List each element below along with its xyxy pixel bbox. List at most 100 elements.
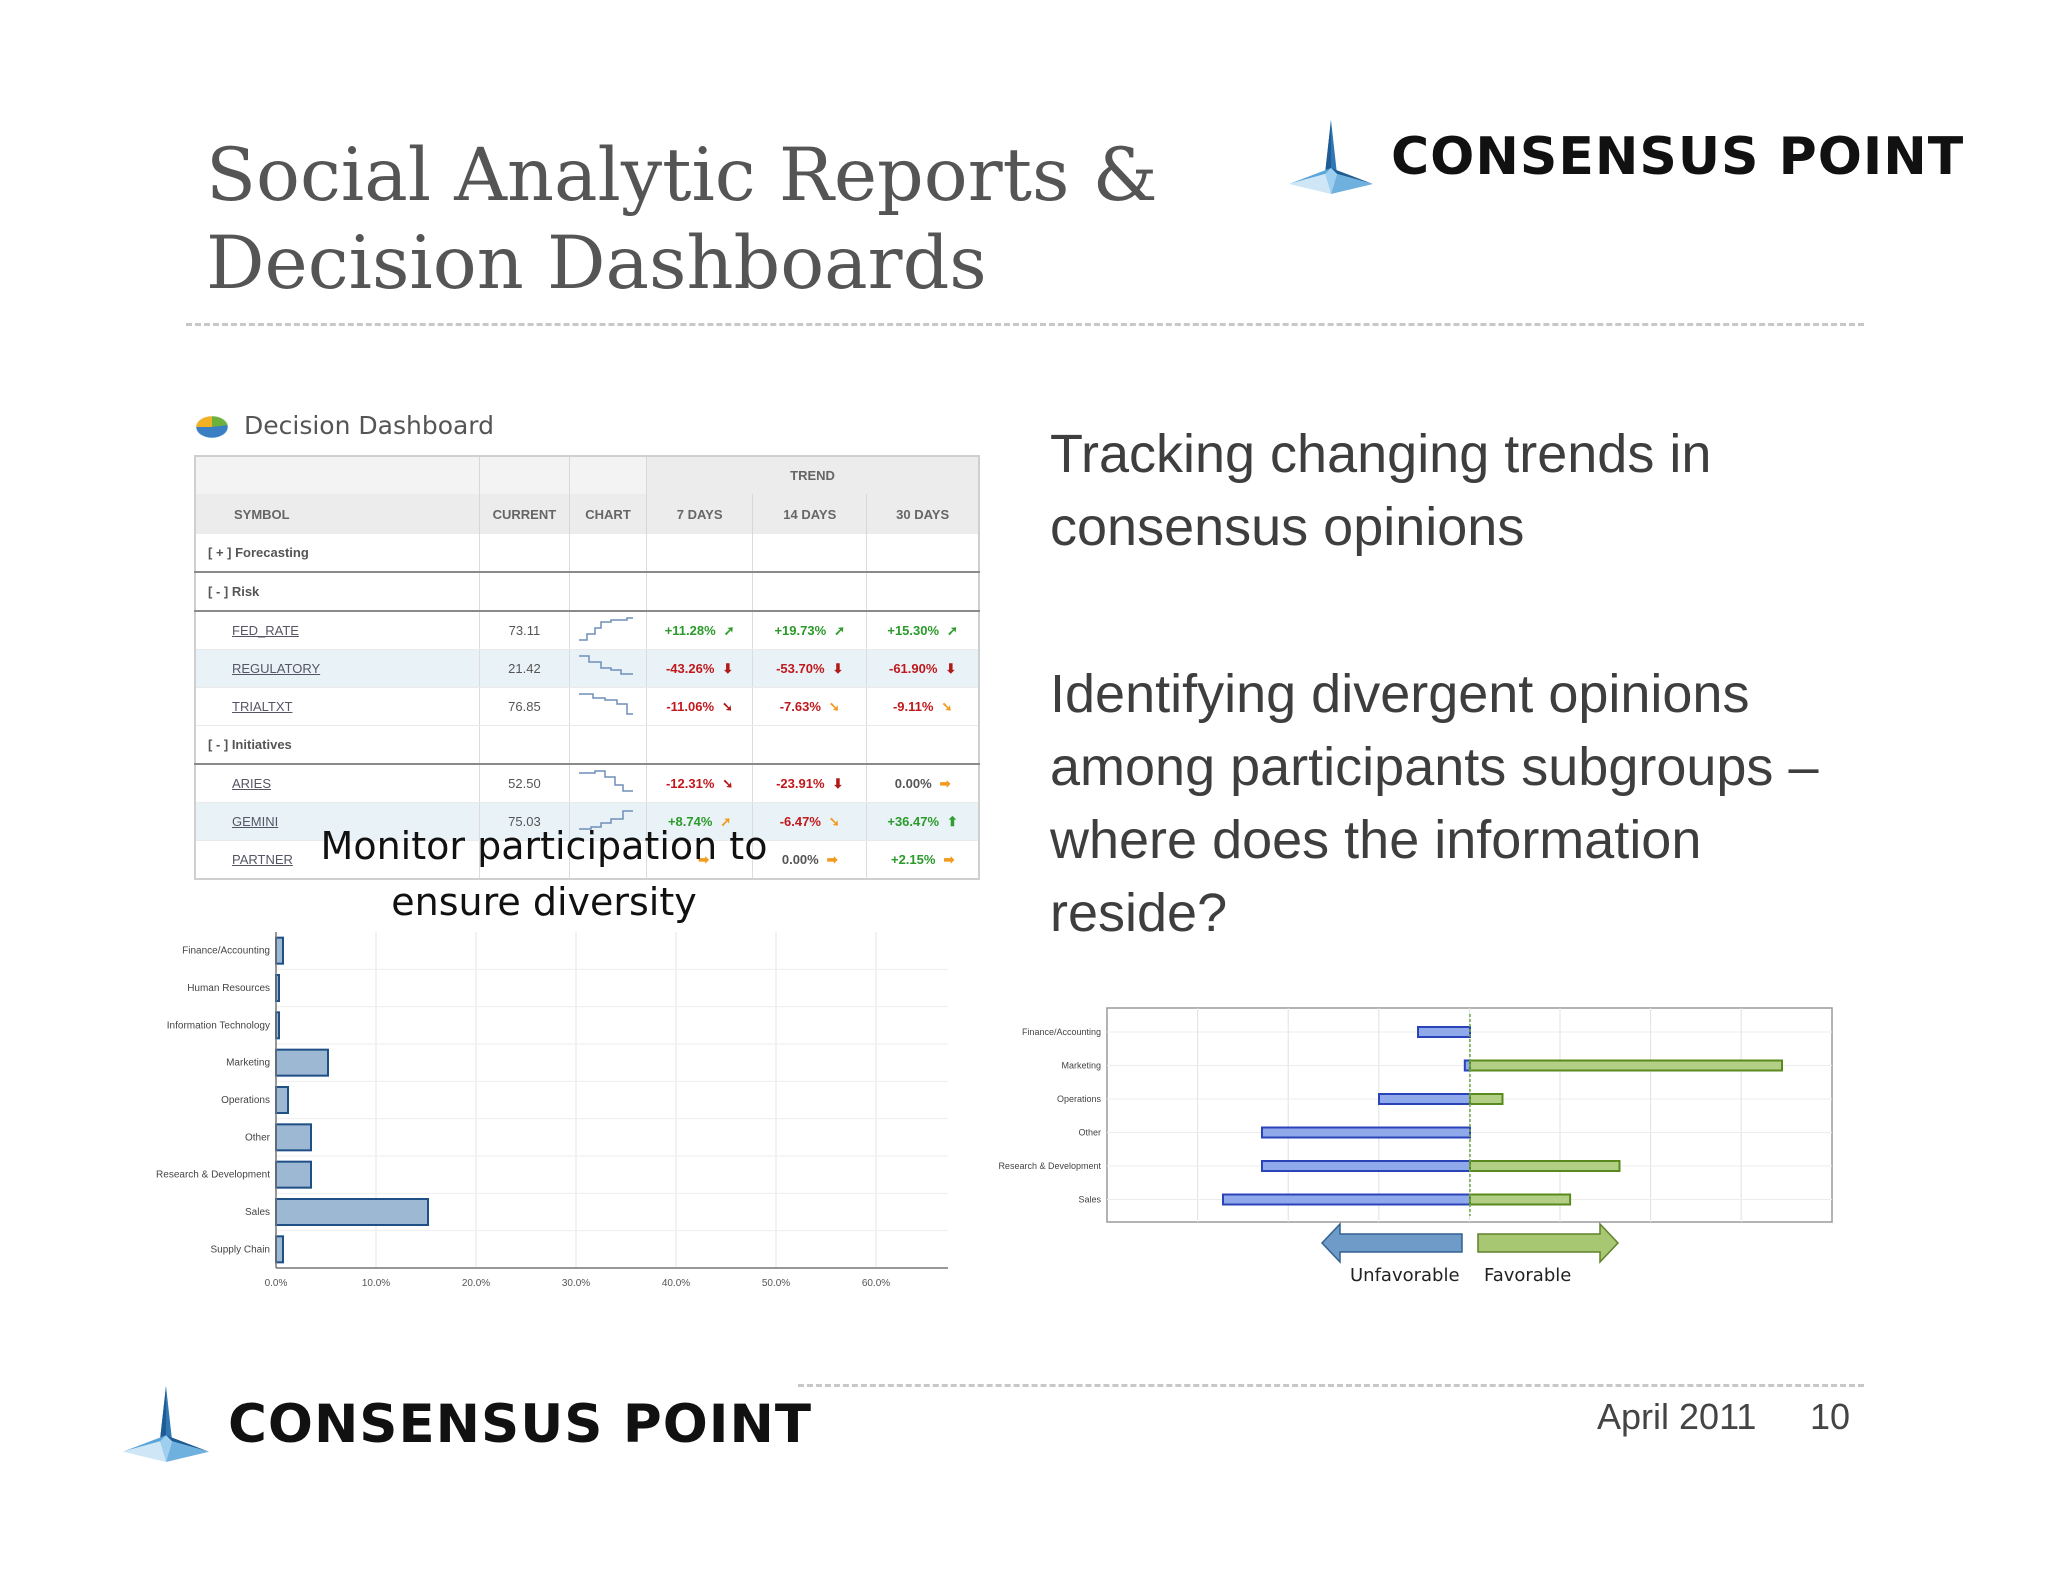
- unfavorable-bar: [1261, 1126, 1471, 1139]
- sparkline-chart: [569, 802, 648, 841]
- category-label: Human Resources: [187, 983, 270, 994]
- arrow-up-icon: ➚: [834, 622, 846, 638]
- column-header-14days[interactable]: 14 DAYS: [752, 494, 868, 534]
- monitor-caption: Monitor participation to ensure diversit…: [320, 824, 768, 924]
- trend-14d-value: -7.63%: [779, 698, 821, 714]
- title-divider: [186, 323, 1864, 326]
- column-header-chart[interactable]: CHART: [569, 494, 648, 534]
- column-header-symbol[interactable]: SYMBOL: [195, 494, 480, 534]
- unfavorable-arrow-icon: [1320, 1222, 1463, 1264]
- trend-14d-value: 0.00%: [781, 851, 819, 867]
- trend-14d-value: -23.91%: [776, 775, 825, 791]
- group-row-risk[interactable]: [ - ] Risk: [195, 572, 980, 612]
- category-label: Operations: [1057, 1094, 1102, 1104]
- symbol-link[interactable]: PARTNER: [195, 840, 480, 880]
- arrow-down-right-icon: ➘: [722, 775, 734, 791]
- arrow-right-icon: ➡: [698, 851, 710, 867]
- trend-30d-value: 0.00%: [894, 775, 932, 791]
- category-label: Information Technology: [167, 1020, 270, 1031]
- x-tick-label: 30.0%: [562, 1278, 590, 1289]
- dashboard-header: Decision Dashboard: [194, 410, 494, 440]
- category-label: Finance/Accounting: [182, 946, 270, 957]
- consensus-point-logo-icon: [1289, 120, 1373, 194]
- arrow-down-icon: ⬇: [945, 660, 957, 676]
- arrow-up-icon: ➚: [723, 622, 735, 638]
- symbol-link[interactable]: REGULATORY: [195, 649, 480, 688]
- trend-7d-value: +8.74%: [667, 813, 713, 829]
- favorable-bar: [1469, 1193, 1572, 1206]
- group-label[interactable]: [ + ] Forecasting: [195, 534, 480, 573]
- trend-30d-value: -61.90%: [889, 660, 938, 676]
- x-tick-label: 0.0%: [265, 1278, 288, 1289]
- arrow-right-icon: ➡: [826, 851, 838, 867]
- dashboard-title: Decision Dashboard: [244, 410, 495, 440]
- bar: [275, 1198, 429, 1226]
- arrow-up-right-icon: ➚: [720, 813, 732, 829]
- current-value: 76.85: [479, 687, 570, 726]
- current-value: 21.42: [479, 649, 570, 688]
- trend-7d-value: -12.31%: [665, 775, 715, 791]
- table-row: ARIES 52.50 -12.31% ➘ -23.91% ⬇ 0.00% ➡: [195, 764, 980, 803]
- sparkline-chart: [569, 649, 648, 688]
- sparkline-chart: [569, 611, 648, 650]
- symbol-link[interactable]: GEMINI: [195, 802, 480, 841]
- tracking-text: Tracking changing trends in consensus op…: [1050, 424, 1712, 557]
- x-tick-label: 60.0%: [862, 1278, 890, 1289]
- category-label: Marketing: [226, 1058, 270, 1069]
- arrow-down-icon: ⬇: [722, 660, 734, 676]
- column-header-7days[interactable]: 7 DAYS: [646, 494, 754, 534]
- symbol-link[interactable]: FED_RATE: [195, 611, 480, 650]
- bar: [275, 936, 284, 965]
- favorable-bar: [1469, 1160, 1621, 1172]
- table-row: GEMINI 75.03 +8.74% ➚ -6.47% ➘ +36.47% ⬆: [195, 802, 980, 841]
- arrow-up-icon: ⬆: [947, 813, 958, 829]
- symbol-link[interactable]: TRIALTXT: [195, 687, 480, 726]
- sparkline-chart: [569, 840, 648, 880]
- arrow-right-icon: ➡: [939, 775, 951, 791]
- consensus-point-logo-icon: [122, 1386, 210, 1462]
- arrow-down-icon: ⬇: [832, 775, 844, 791]
- brand-name-bottom: CONSENSUS POINT: [228, 1393, 812, 1455]
- column-header-current[interactable]: CURRENT: [479, 494, 570, 534]
- bar: [275, 1048, 329, 1077]
- x-tick-label: 40.0%: [662, 1278, 690, 1289]
- sparkline-chart: [569, 687, 648, 726]
- trend-7d-value: -11.06%: [666, 698, 715, 714]
- participation-bar-chart: 0.0% 10.0% 20.0% 30.0% 40.0% 50.0% 60.0% Financ…: [156, 932, 948, 1289]
- pie-chart-icon: [195, 415, 229, 439]
- page-number: 10: [1810, 1396, 1851, 1437]
- category-label: Other: [245, 1132, 271, 1143]
- table-row: PARTNER ➡ 0.00% ➡ +2.15% ➡: [195, 840, 980, 880]
- footer-date: April 2011: [1597, 1396, 1757, 1437]
- divergence-bar-chart: Finance/Accounting Marketing Operations Oth…: [998, 1007, 1833, 1264]
- brand-logo-top: CONSENSUS POINT: [1285, 118, 1964, 196]
- column-header-30days[interactable]: 30 DAYS: [866, 494, 980, 534]
- category-label: Sales: [245, 1207, 270, 1218]
- trend-30d-value: +36.47%: [887, 813, 940, 829]
- legend-unfavorable: Unfavorable: [1350, 1265, 1460, 1286]
- unfavorable-bar: [1378, 1093, 1471, 1105]
- trend-30d-value: -9.11%: [892, 698, 934, 714]
- slide-title: Social Analytic Reports & Decision Dashb…: [206, 133, 1158, 306]
- category-label: Sales: [1078, 1195, 1101, 1205]
- group-label[interactable]: [ - ] Risk: [195, 572, 480, 612]
- x-tick-label: 10.0%: [362, 1278, 390, 1289]
- symbol-link[interactable]: ARIES: [195, 764, 480, 803]
- unfavorable-bar: [1222, 1193, 1471, 1206]
- arrow-up-icon: ➚: [947, 622, 958, 638]
- arrow-down-icon: ⬇: [832, 660, 844, 676]
- table-row: REGULATORY 21.42 -43.26% ⬇ -53.70% ⬇ -61.9…: [195, 649, 980, 688]
- trend-30d-value: +15.30%: [887, 622, 940, 638]
- group-row-forecasting[interactable]: [ + ] Forecasting: [195, 534, 980, 573]
- current-value: 52.50: [479, 764, 570, 803]
- favorable-bar: [1469, 1059, 1783, 1072]
- favorable-arrow-icon: [1477, 1222, 1620, 1264]
- group-row-initiatives[interactable]: [ - ] Initiatives: [195, 725, 980, 765]
- brand-logo-bottom: CONSENSUS POINT: [118, 1384, 812, 1464]
- sparkline-chart: [569, 764, 648, 803]
- trend-14d-value: +19.73%: [774, 622, 827, 638]
- group-label[interactable]: [ - ] Initiatives: [195, 725, 480, 765]
- arrow-down-right-icon: ➘: [828, 813, 840, 829]
- current-value: [479, 840, 570, 880]
- category-label: Research & Development: [156, 1170, 270, 1181]
